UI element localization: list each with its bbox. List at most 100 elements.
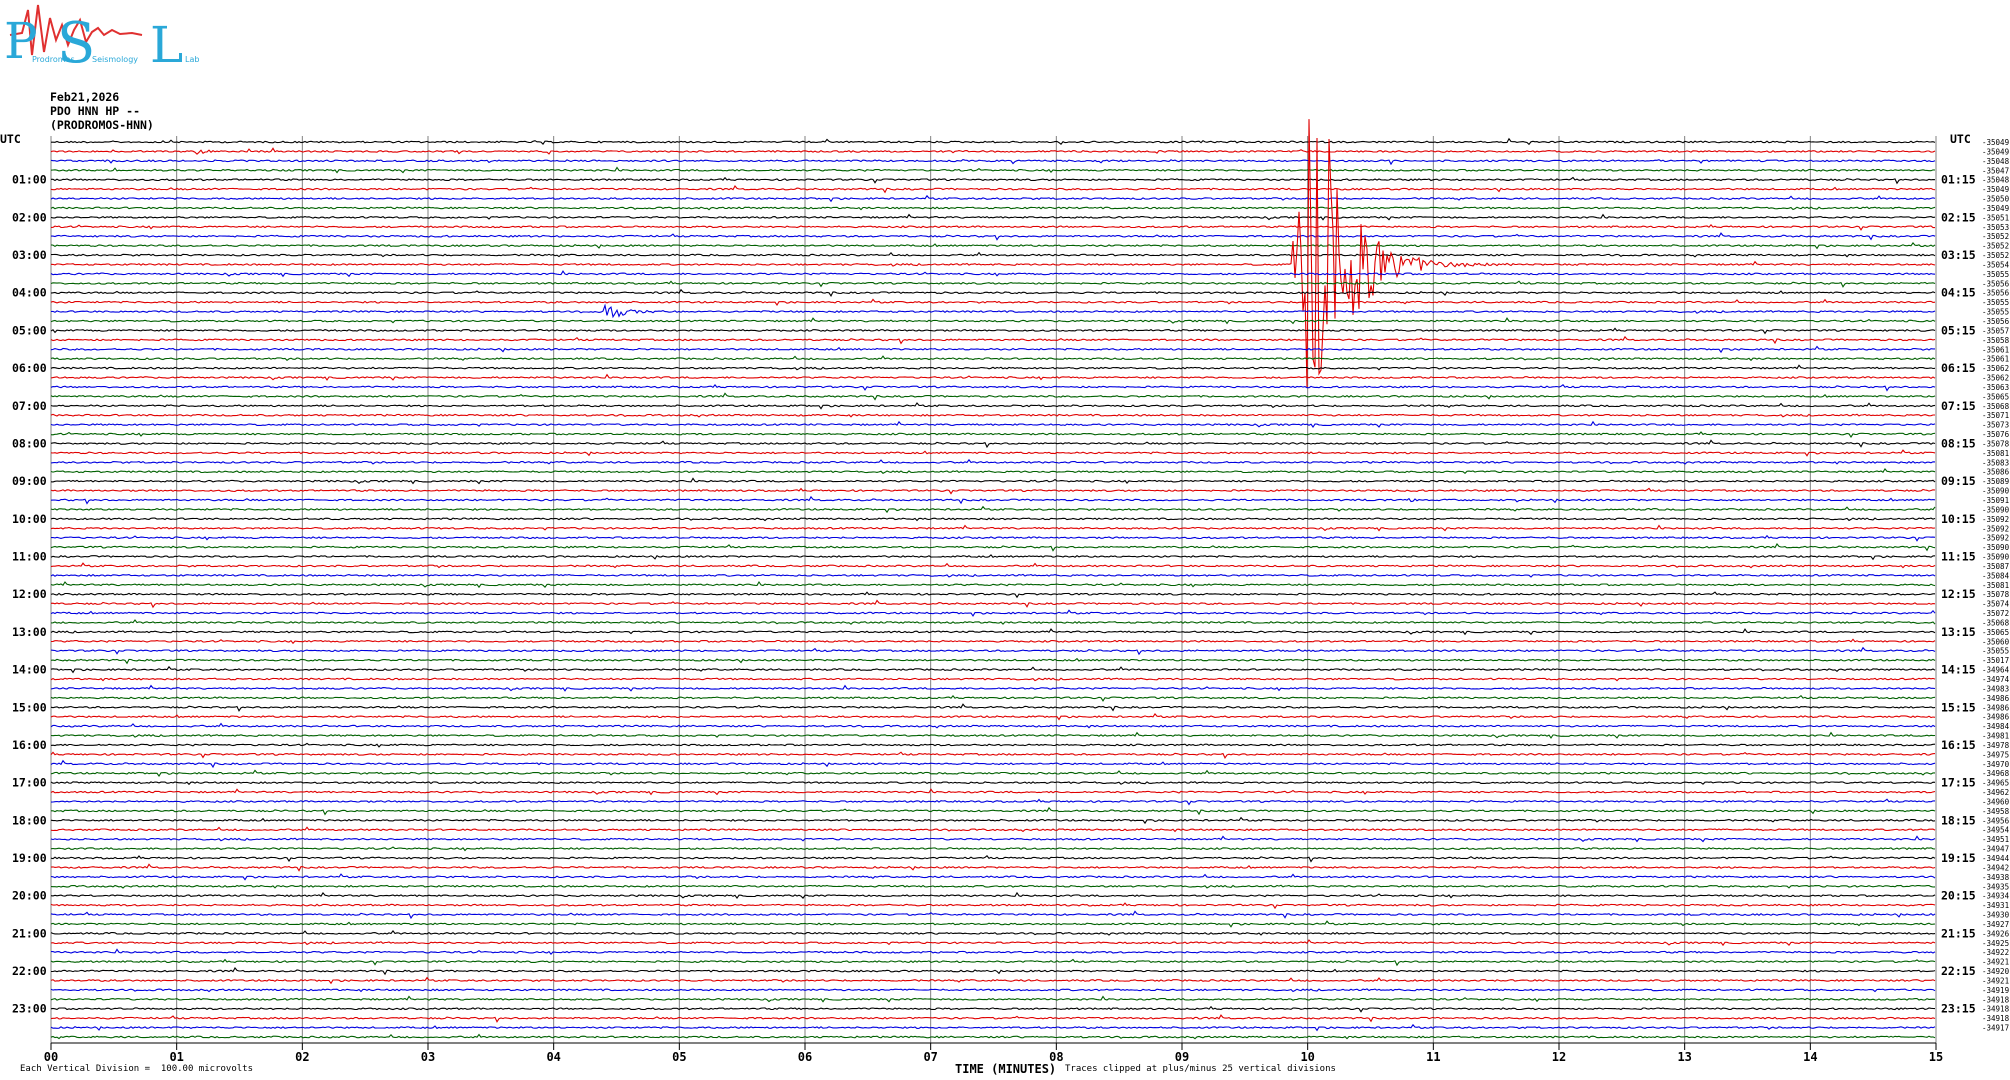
- row-offset-label: -34964: [1982, 666, 2010, 675]
- row-offset-label: -34934: [1982, 892, 2010, 901]
- trace-row: [50, 431, 1936, 439]
- right-hour-label: 11:15: [1941, 550, 1976, 564]
- trace-row: [50, 335, 1936, 345]
- row-offset-label: -34935: [1982, 882, 2009, 891]
- row-offset-label: -35048: [1982, 157, 2010, 166]
- row-offset-label: -34965: [1982, 779, 2009, 788]
- time-grid: [50, 136, 1937, 1043]
- row-offset-label: -35092: [1982, 524, 2009, 533]
- row-offset-label: -34938: [1982, 873, 2010, 882]
- right-hour-label: 10:15: [1941, 512, 1976, 526]
- trace-row: [50, 628, 1936, 636]
- right-hour-label: 15:15: [1941, 700, 1976, 714]
- trace-row: [50, 902, 1936, 910]
- x-tick-label: 07: [923, 1050, 937, 1064]
- trace-row: [50, 988, 1936, 993]
- row-offset-label: -34942: [1982, 863, 2009, 872]
- trace-row: [50, 703, 1936, 712]
- right-hour-label: 02:15: [1941, 210, 1976, 224]
- row-offset-label: -35081: [1982, 449, 2009, 458]
- trace-row: [50, 317, 1936, 325]
- trace-row: [50, 816, 1936, 825]
- right-hour-label: 01:15: [1941, 173, 1976, 187]
- trace-row: [50, 638, 1936, 645]
- trace-row: [50, 517, 1936, 522]
- x-tick-label: 11: [1426, 1050, 1440, 1064]
- row-offset-label: -35081: [1982, 581, 2009, 590]
- row-offset-label: -34922: [1982, 948, 2009, 957]
- row-offset-label: -35074: [1982, 600, 2010, 609]
- trace-row: [50, 147, 1936, 155]
- trace-row: [50, 609, 1936, 617]
- row-offset-label: -34944: [1982, 854, 2010, 863]
- row-offset-label: -35068: [1982, 402, 2010, 411]
- trace-row: [50, 694, 1936, 702]
- left-hour-label: 18:00: [12, 813, 47, 827]
- trace-row: [50, 891, 1936, 900]
- trace-row: [50, 449, 1936, 457]
- trace-row: [50, 573, 1936, 578]
- row-offset-label: -35056: [1982, 279, 2010, 288]
- trace-row: [50, 158, 1936, 166]
- trace-row: [50, 884, 1936, 889]
- trace-row: [50, 619, 1936, 625]
- trace-row: [50, 599, 1936, 609]
- right-hour-label: 07:15: [1941, 399, 1976, 413]
- left-utc-title: UTC: [0, 132, 21, 146]
- trace-row: [50, 1023, 1936, 1032]
- trace-row: [51, 232, 1936, 241]
- trace-row: [50, 835, 1936, 843]
- trace-row: [50, 298, 1936, 306]
- left-hour-label: 03:00: [12, 248, 47, 262]
- left-hour-label: 21:00: [12, 926, 47, 940]
- left-hour-label: 23:00: [12, 1002, 47, 1016]
- left-hour-label: 01:00: [12, 173, 47, 187]
- x-tick-label: 04: [546, 1050, 560, 1064]
- right-hour-label: 17:15: [1941, 776, 1976, 790]
- left-hour-label: 10:00: [12, 512, 47, 526]
- trace-row: [50, 251, 1936, 258]
- logo-wave: [9, 4, 143, 56]
- left-hour-label: 05:00: [12, 323, 47, 337]
- row-offset-label: -35056: [1982, 289, 2010, 298]
- row-offset-label: -34931: [1982, 901, 2009, 910]
- row-offset-label: -35090: [1982, 505, 2010, 514]
- left-hour-label: 22:00: [12, 964, 47, 978]
- row-offset-label: -34986: [1982, 713, 2010, 722]
- row-offset-label: -34918: [1982, 1014, 2010, 1023]
- trace-row: [50, 280, 1936, 288]
- row-offset-label: -34975: [1982, 750, 2009, 759]
- row-offset-label: -35061: [1982, 345, 2009, 354]
- trace-row: [50, 976, 1936, 985]
- row-offset-label: -34947: [1982, 845, 2009, 854]
- row-offset-label: -35090: [1982, 543, 2010, 552]
- left-hour-label: 02:00: [12, 210, 47, 224]
- row-offset-label: -35058: [1982, 336, 2010, 345]
- row-offset-label: -35055: [1982, 270, 2009, 279]
- trace-row: [50, 1014, 1936, 1023]
- trace-row: [50, 534, 1936, 542]
- row-offset-label: -34986: [1982, 703, 2010, 712]
- row-offset-label: -35090: [1982, 487, 2010, 496]
- logo-word-3: Lab: [185, 55, 199, 64]
- x-tick-label: 03: [421, 1050, 435, 1064]
- trace-row: [50, 846, 1936, 852]
- trace-row: [50, 873, 1936, 881]
- trace-row: [50, 769, 1935, 777]
- row-offset-label: -35071: [1982, 411, 2009, 420]
- trace-group: [50, 119, 1936, 1040]
- row-offset-label: -35063: [1982, 383, 2009, 392]
- left-hour-label: 13:00: [12, 625, 47, 639]
- station-name-label: (PRODROMOS-HNN): [50, 118, 154, 132]
- trace-row: [50, 543, 1936, 552]
- row-offset-label: -34960: [1982, 797, 2010, 806]
- row-offset-label: -34920: [1982, 967, 2010, 976]
- trace-row: [50, 487, 1936, 495]
- row-offset-label: -35052: [1982, 242, 2009, 251]
- x-axis-label: TIME (MINUTES): [955, 1062, 1057, 1076]
- trace-row: [51, 137, 1936, 146]
- row-offset-label: -35092: [1982, 515, 2009, 524]
- row-offset-label: -35054: [1982, 260, 2010, 269]
- row-offset-label: -34978: [1982, 741, 2010, 750]
